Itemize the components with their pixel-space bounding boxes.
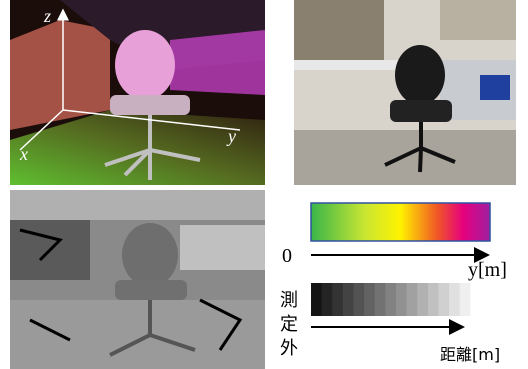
page: {"panel_3d": {"axis_labels": {"z": "z", … [0, 0, 528, 369]
y-unit-label: y[m] [468, 259, 507, 281]
gray-step [375, 283, 386, 316]
gray-step [439, 283, 450, 316]
gray-step [417, 283, 428, 316]
out-of-range-char: 定 [280, 314, 298, 335]
distance-unit-label: 距離[m] [440, 345, 500, 364]
gray-step [460, 283, 471, 316]
gray-step [470, 283, 481, 316]
gray-step [343, 283, 354, 316]
gray-step [332, 283, 343, 316]
depth-panel [10, 190, 265, 369]
color-scale-bar [311, 203, 490, 241]
gray-step [428, 283, 439, 316]
figure: z y x 0 y[m] 測 定 外 距離[m [0, 0, 528, 369]
gray-step [385, 283, 396, 316]
gray-step [322, 283, 333, 316]
legend: 0 y[m] 測 定 外 距離[m] [280, 203, 507, 364]
gray-step [396, 283, 407, 316]
out-of-range-char: 測 [280, 290, 298, 311]
zero-label: 0 [282, 245, 292, 267]
point-cloud-panel: z y x [10, 0, 265, 185]
axis-label-x: x [19, 144, 28, 164]
photo-panel [294, 0, 516, 185]
gray-step [364, 283, 375, 316]
gray-step [354, 283, 365, 316]
gray-scale-bar [311, 283, 482, 316]
out-of-range-char: 外 [280, 338, 298, 359]
gray-step [311, 283, 322, 316]
gray-step [407, 283, 418, 316]
axis-label-y: y [226, 126, 236, 146]
gray-step [449, 283, 460, 316]
axis-label-z: z [43, 6, 51, 26]
